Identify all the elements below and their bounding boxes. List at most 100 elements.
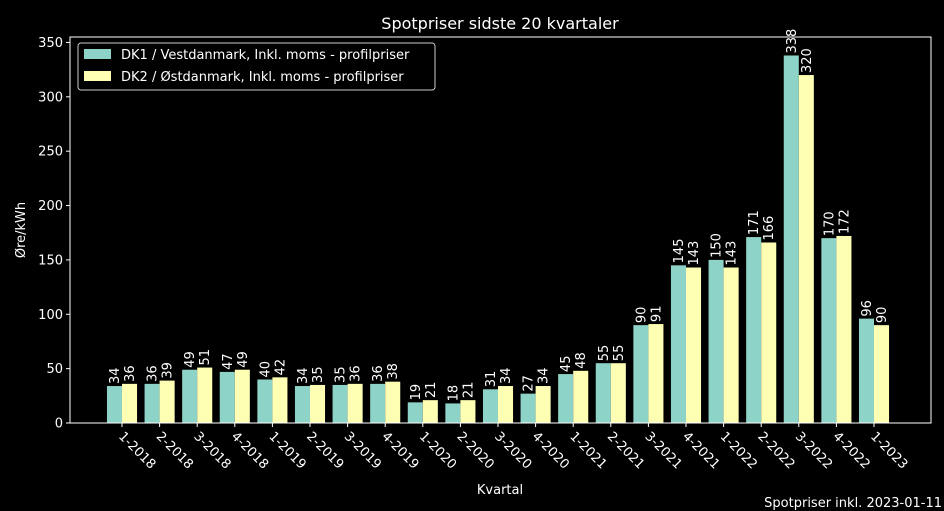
bar-dk2-2-2019: [310, 384, 326, 423]
bar-dk1-3-2020: [482, 389, 498, 423]
y-tick-label: 100: [38, 308, 63, 323]
footer-note: Spotpriser inkl. 2023-01-11: [764, 496, 942, 511]
value-label-dk2-2-2020: 21: [461, 382, 476, 399]
x-tick-label: 2-2018: [153, 429, 196, 472]
x-tick-label: 2-2019: [303, 429, 346, 472]
bar-dk1-1-2023: [858, 318, 874, 423]
y-tick-label: 50: [46, 362, 63, 377]
bar-dk2-1-2022: [723, 267, 739, 423]
value-label-dk1-4-2019: 36: [371, 365, 386, 382]
value-label-dk2-4-2018: 49: [236, 351, 251, 368]
x-tick-label: 2-2021: [604, 429, 647, 472]
value-label-dk2-1-2020: 21: [424, 382, 439, 399]
bar-dk2-1-2021: [573, 370, 589, 423]
value-label-dk2-1-2021: 48: [574, 352, 589, 369]
x-tick-label: 1-2020: [416, 429, 459, 472]
bar-dk1-4-2022: [821, 238, 837, 423]
value-label-dk1-1-2022: 150: [710, 233, 725, 258]
value-label-dk1-4-2018: 47: [221, 353, 236, 370]
value-label-dk2-1-2019: 42: [273, 359, 288, 376]
bar-dk1-1-2020: [407, 402, 423, 423]
x-tick-label: 4-2020: [529, 429, 572, 472]
plot-frame: [69, 36, 932, 424]
bars-layer: [106, 55, 890, 424]
x-tick-label: 3-2022: [792, 429, 835, 472]
value-label-dk2-4-2021: 143: [687, 241, 702, 266]
x-tick-label: 1-2019: [266, 429, 309, 472]
x-tick-label: 4-2019: [378, 429, 421, 472]
value-label-dk2-2-2021: 55: [612, 345, 627, 362]
x-tick-label: 2-2022: [754, 429, 797, 472]
value-label-dk2-3-2022: 320: [800, 48, 815, 73]
bar-dk1-1-2022: [708, 259, 724, 423]
bar-dk1-2-2020: [445, 403, 461, 423]
value-label-dk2-3-2021: 91: [649, 306, 664, 323]
y-axis-label: Øre/kWh: [14, 202, 29, 258]
bar-dk2-1-2018: [122, 383, 138, 423]
y-tick-label: 0: [55, 417, 63, 432]
value-label-dk2-1-2023: 90: [875, 307, 890, 324]
legend: DK1 / Vestdanmark, Inkl. moms - profilpr…: [77, 42, 436, 91]
y-tick-label: 300: [38, 90, 63, 105]
bar-dk2-3-2022: [798, 75, 814, 423]
value-label-dk1-2-2020: 18: [446, 385, 461, 402]
bar-dk1-4-2018: [219, 371, 235, 423]
bar-dk2-4-2018: [234, 369, 250, 423]
x-tick-label: 1-2022: [717, 429, 760, 472]
bar-dk2-3-2018: [197, 367, 213, 423]
x-tick-label: 3-2018: [190, 429, 233, 472]
bar-dk1-2-2022: [746, 237, 762, 423]
bar-dk1-4-2019: [370, 383, 386, 423]
value-label-dk2-3-2020: 34: [499, 367, 514, 384]
value-label-dk2-2-2019: 35: [311, 366, 326, 383]
value-label-dk2-4-2020: 34: [537, 367, 552, 384]
value-label-dk1-4-2020: 27: [522, 375, 537, 392]
bar-dk2-3-2020: [498, 386, 514, 423]
legend-swatch-dk1: [84, 49, 111, 59]
y-axis: 0 50 100 150 200 250 300 350: [38, 36, 70, 432]
value-label-dk1-1-2021: 45: [559, 356, 574, 373]
value-label-dk1-2-2022: 171: [747, 210, 762, 235]
value-label-dk1-3-2021: 90: [634, 307, 649, 324]
bar-dk1-3-2018: [182, 369, 198, 423]
legend-label-dk1: DK1 / Vestdanmark, Inkl. moms - profilpr…: [121, 48, 410, 63]
bar-dk2-3-2021: [648, 324, 664, 423]
value-label-dk2-3-2019: 36: [349, 365, 364, 382]
x-tick-label: 3-2021: [642, 429, 685, 472]
value-label-dk1-3-2020: 31: [484, 371, 499, 388]
y-tick-label: 200: [38, 199, 63, 214]
value-label-dk2-4-2022: 172: [837, 209, 852, 234]
value-label-dk1-2-2021: 55: [597, 345, 612, 362]
x-tick-label: 4-2022: [830, 429, 873, 472]
value-label-dk1-3-2018: 49: [183, 351, 198, 368]
value-label-dk1-3-2022: 338: [785, 29, 800, 54]
bar-dk1-2-2019: [294, 386, 310, 423]
value-label-dk1-4-2022: 170: [822, 211, 837, 236]
value-label-dk1-2-2018: 36: [146, 365, 161, 382]
x-axis: 1-20182-20183-20184-20181-20192-20193-20…: [115, 423, 910, 472]
x-tick-label: 3-2019: [341, 429, 384, 472]
value-label-dk2-2-2018: 39: [161, 362, 176, 379]
value-label-dk1-4-2021: 145: [672, 239, 687, 264]
value-label-dk2-3-2018: 51: [198, 349, 213, 366]
bar-dk1-2-2018: [144, 383, 160, 423]
bar-dk2-4-2020: [535, 386, 551, 423]
y-tick-label: 250: [38, 145, 63, 160]
bar-dk1-3-2019: [332, 384, 348, 423]
bar-dk1-4-2021: [670, 265, 686, 423]
bar-dk2-2-2020: [460, 400, 476, 423]
x-axis-label: Kvartal: [477, 483, 523, 498]
bar-dk1-4-2020: [520, 393, 536, 423]
bar-dk2-1-2019: [272, 377, 288, 423]
y-tick-label: 350: [38, 36, 63, 51]
y-tick-label: 150: [38, 253, 63, 268]
legend-frame: [77, 42, 436, 91]
x-tick-label: 3-2020: [491, 429, 534, 472]
bar-dk2-4-2019: [385, 381, 401, 423]
bar-dk1-3-2021: [633, 325, 649, 423]
bar-dk1-1-2019: [257, 379, 273, 423]
value-label-dk1-1-2018: 34: [108, 367, 123, 384]
value-label-dk2-4-2019: 38: [386, 363, 401, 380]
bar-dk1-3-2022: [783, 55, 799, 424]
